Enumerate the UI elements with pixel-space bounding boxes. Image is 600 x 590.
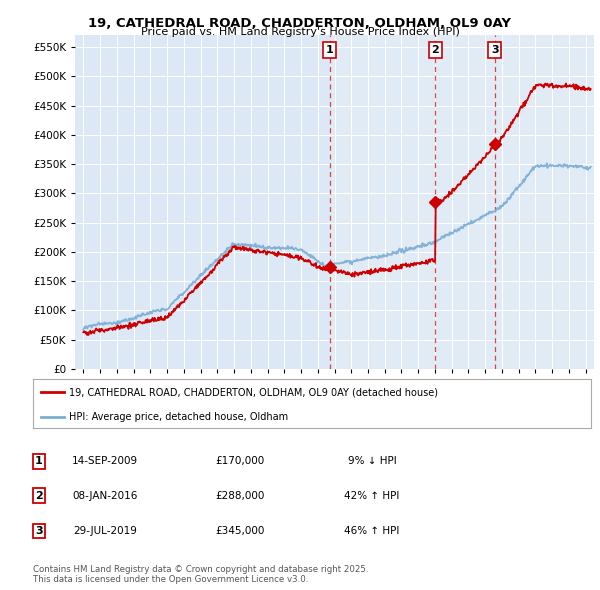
Text: 46% ↑ HPI: 46% ↑ HPI xyxy=(344,526,400,536)
Text: 3: 3 xyxy=(491,45,499,55)
Text: 3: 3 xyxy=(35,526,43,536)
Text: 2: 2 xyxy=(35,491,43,500)
Text: Price paid vs. HM Land Registry's House Price Index (HPI): Price paid vs. HM Land Registry's House … xyxy=(140,27,460,37)
Text: 9% ↓ HPI: 9% ↓ HPI xyxy=(347,457,397,466)
Text: 2: 2 xyxy=(431,45,439,55)
Text: 19, CATHEDRAL ROAD, CHADDERTON, OLDHAM, OL9 0AY (detached house): 19, CATHEDRAL ROAD, CHADDERTON, OLDHAM, … xyxy=(69,388,438,398)
Text: HPI: Average price, detached house, Oldham: HPI: Average price, detached house, Oldh… xyxy=(69,412,289,422)
Text: 29-JUL-2019: 29-JUL-2019 xyxy=(73,526,137,536)
Text: 19, CATHEDRAL ROAD, CHADDERTON, OLDHAM, OL9 0AY: 19, CATHEDRAL ROAD, CHADDERTON, OLDHAM, … xyxy=(89,17,511,30)
Text: Contains HM Land Registry data © Crown copyright and database right 2025.
This d: Contains HM Land Registry data © Crown c… xyxy=(33,565,368,584)
Text: £345,000: £345,000 xyxy=(215,526,265,536)
Text: 14-SEP-2009: 14-SEP-2009 xyxy=(72,457,138,466)
Text: £288,000: £288,000 xyxy=(215,491,265,500)
Bar xyxy=(329,35,594,369)
Text: 08-JAN-2016: 08-JAN-2016 xyxy=(73,491,137,500)
Text: 1: 1 xyxy=(326,45,334,55)
Text: 1: 1 xyxy=(35,457,43,466)
Text: £170,000: £170,000 xyxy=(215,457,265,466)
Text: 42% ↑ HPI: 42% ↑ HPI xyxy=(344,491,400,500)
